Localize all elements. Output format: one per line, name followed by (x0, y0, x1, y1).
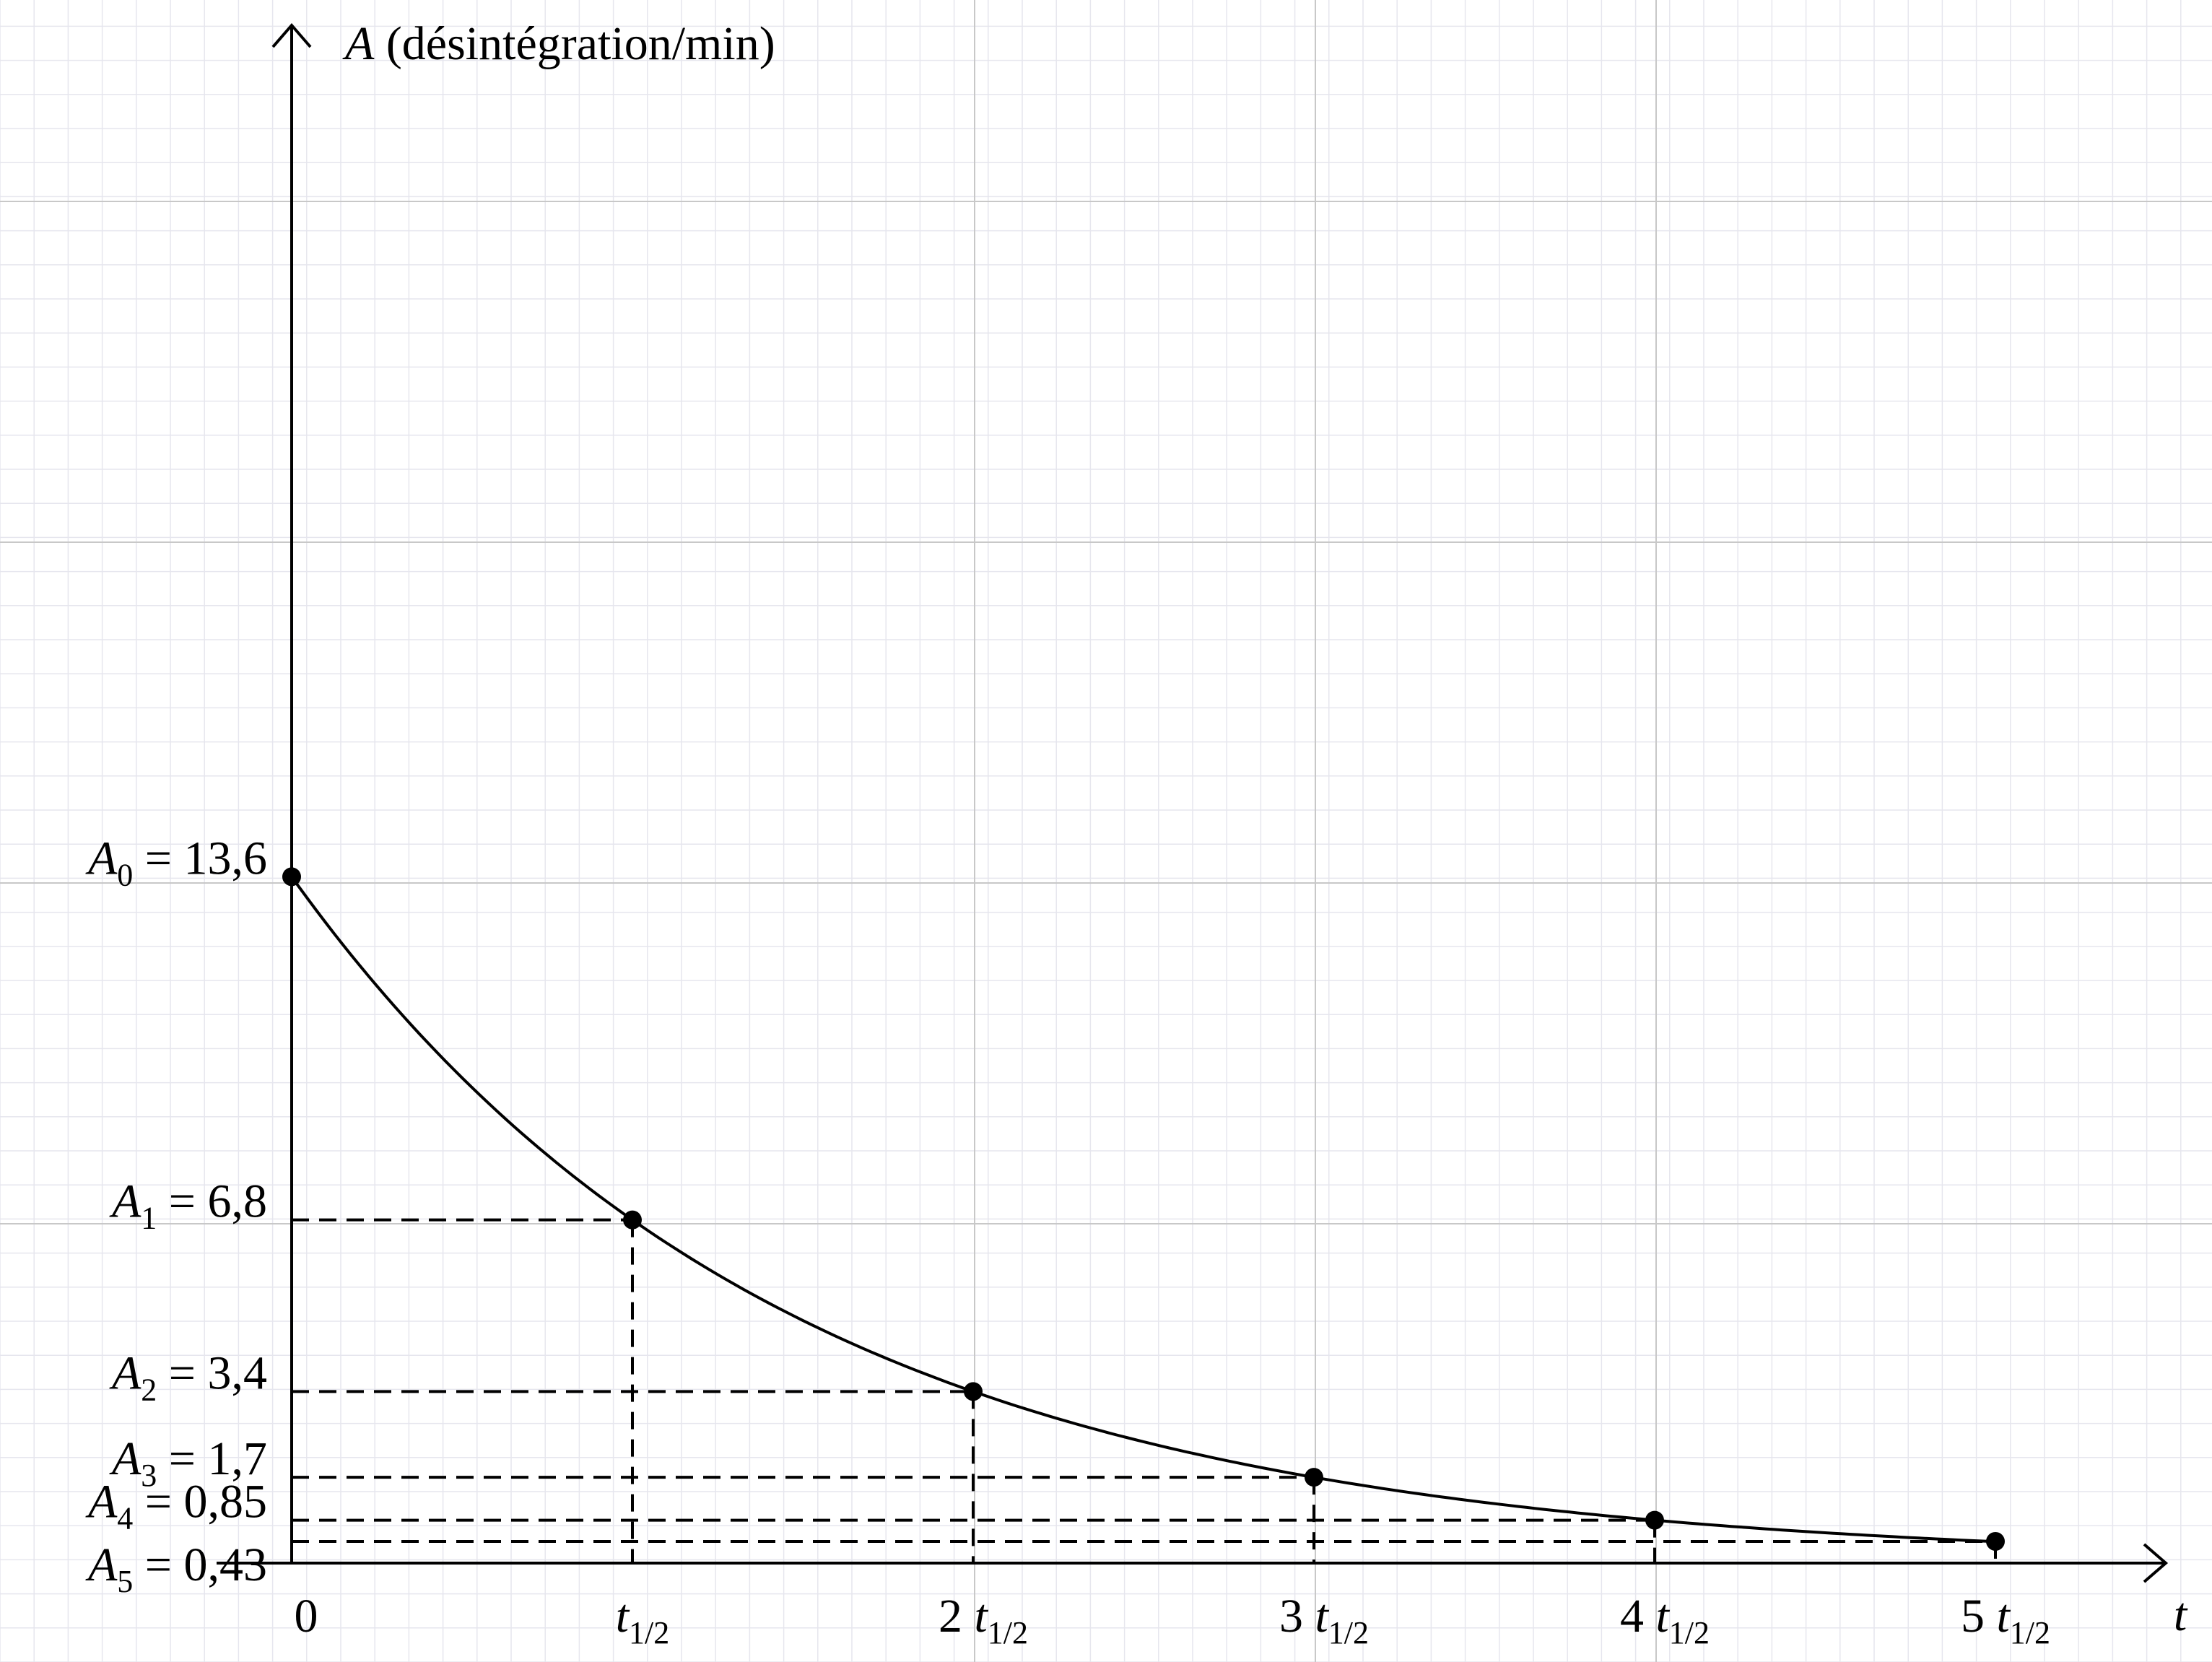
x-tick-label-1: t1/2 (616, 1590, 670, 1650)
y-label-A4: A4 = 0,85 (85, 1476, 267, 1536)
y-label-A1: A1 = 6,8 (109, 1175, 267, 1236)
x-tick-label-5: 5 t1/2 (1961, 1590, 2050, 1650)
y-label-A5: A5 = 0,43 (85, 1539, 267, 1599)
data-point-5 (1986, 1531, 2005, 1551)
x-axis-title: t (2174, 1588, 2188, 1641)
axes (217, 22, 2169, 1583)
data-points (282, 867, 2005, 1551)
data-point-4 (1645, 1510, 1664, 1530)
labels: A (désintégration/min) t A0 = 13,6 A1 = 6,8… (85, 17, 2188, 1650)
decay-curve-line (290, 876, 1996, 1544)
data-point-2 (964, 1382, 983, 1401)
x-tick-label-0: 0 (295, 1590, 318, 1643)
y-axis-arrow (271, 22, 312, 48)
x-tick-label-3: 3 t1/2 (1279, 1590, 1369, 1650)
y-label-A2: A2 = 3,4 (109, 1346, 267, 1407)
data-point-1 (623, 1210, 642, 1230)
guide-lines (292, 1218, 1997, 1563)
data-point-0 (282, 867, 301, 887)
y-axis-title: A (désintégration/min) (342, 17, 775, 70)
x-axis-arrow (2143, 1543, 2169, 1583)
data-point-3 (1305, 1468, 1323, 1487)
x-tick-label-2: 2 t1/2 (939, 1590, 1028, 1650)
y-label-A0: A0 = 13,6 (85, 832, 267, 892)
y-label-A3: A3 = 1,7 (109, 1432, 267, 1493)
x-tick-label-4: 4 t1/2 (1620, 1590, 1710, 1650)
decay-curve (290, 876, 1996, 1544)
